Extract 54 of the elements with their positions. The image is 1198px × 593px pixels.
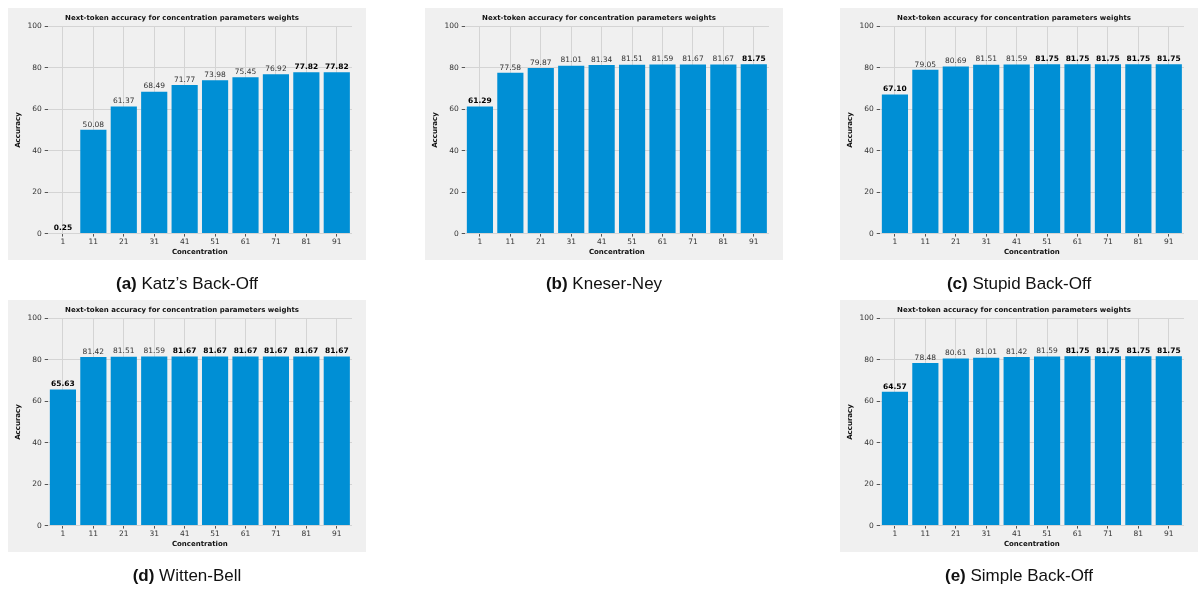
bar: [1094, 356, 1122, 526]
text: (c) Stupid Back-Off: [946, 274, 1092, 293]
bar: [262, 74, 290, 234]
bar: [171, 84, 198, 234]
bar: [1064, 356, 1091, 526]
bar: [1033, 64, 1061, 234]
bar: [649, 64, 676, 234]
bar: [232, 77, 259, 234]
bar: [323, 72, 350, 234]
text: (d) Witten-Bell: [132, 566, 242, 585]
bar: [232, 356, 259, 526]
bar: [527, 68, 554, 234]
bar: [80, 356, 107, 526]
bar: [973, 357, 1000, 526]
bar: [740, 64, 767, 234]
bar: [497, 72, 524, 234]
text: (b) Kneser-Ney: [545, 274, 663, 293]
bar: [262, 356, 290, 526]
bar: [466, 106, 494, 234]
bar: [942, 66, 969, 234]
bar: [1125, 64, 1152, 234]
bar: [323, 356, 350, 526]
bar: [1033, 356, 1061, 526]
bar: [588, 65, 615, 234]
bar: [881, 391, 909, 526]
bar: [942, 358, 969, 526]
bar: [912, 69, 939, 234]
text: (a) Katz’s Back-Off: [115, 274, 259, 293]
bar: [1003, 356, 1030, 526]
bar: [679, 64, 707, 234]
bar: [110, 106, 137, 234]
bar: [1155, 64, 1182, 234]
bar: [110, 356, 137, 526]
bar: [171, 356, 198, 526]
bar: [1003, 64, 1030, 234]
bar: [141, 91, 168, 234]
bar: [80, 129, 107, 234]
bar: [1094, 64, 1122, 234]
bar: [201, 80, 229, 234]
bar: [973, 64, 1000, 234]
text: (e) Simple Back-Off: [944, 566, 1093, 585]
bar: [881, 94, 909, 234]
bar: [1125, 356, 1152, 526]
bar: [912, 362, 939, 526]
bar: [1155, 356, 1182, 526]
bar: [293, 72, 320, 234]
bar: [293, 356, 320, 526]
bar: [141, 356, 168, 526]
bar: [618, 64, 646, 234]
bar: [558, 65, 585, 234]
bar: [201, 356, 229, 526]
bar: [49, 389, 77, 526]
bar: [710, 64, 737, 234]
bar: [1064, 64, 1091, 234]
